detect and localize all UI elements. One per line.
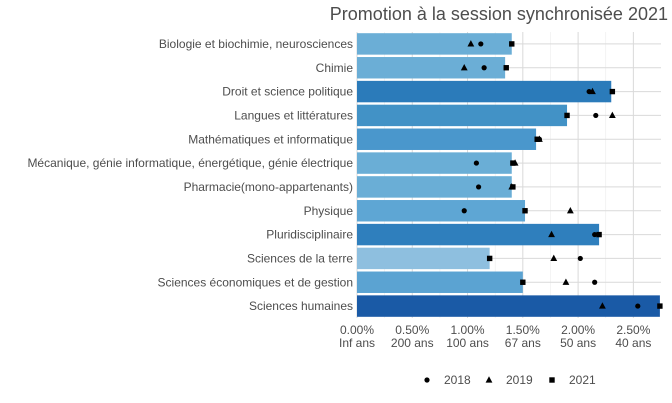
marker-2019 [589, 87, 596, 95]
category-label: Sciences économiques et de gestion [158, 275, 353, 289]
marker-2021 [510, 184, 516, 190]
marker-2021 [510, 160, 516, 166]
bar [357, 33, 512, 55]
legend-key-2021 [549, 377, 555, 383]
x-tick-label: 2.50% [616, 323, 650, 337]
category-label: Pluridisciplinaire [266, 228, 353, 242]
legend-key-2019 [485, 376, 493, 383]
marker-2021 [534, 136, 540, 142]
category-label: Sciences humaines [249, 299, 353, 313]
marker-2019 [548, 230, 555, 238]
category-label: Pharmacie(mono-appartenants) [184, 180, 353, 194]
x-tick-sublabel: Inf ans [339, 336, 375, 350]
x-tick-label: 0.00% [340, 323, 374, 337]
marker-2021 [486, 255, 493, 262]
legend-label: 2019 [506, 373, 533, 387]
bar-layer [357, 33, 660, 317]
category-label: Sciences de la terre [247, 251, 353, 265]
bar [357, 152, 512, 174]
marker-layer [460, 40, 663, 309]
category-label: Mathématiques et informatique [188, 132, 353, 146]
x-tick-label: 1.00% [451, 323, 485, 337]
bar [357, 223, 600, 246]
marker-2021 [520, 279, 526, 285]
marker-2019 [550, 254, 558, 262]
legend-key-2018 [424, 377, 430, 383]
category-label: Chimie [316, 61, 354, 75]
marker-2018 [473, 160, 479, 166]
marker-2019 [566, 206, 574, 214]
x-tick-sublabel: 50 ans [560, 336, 596, 350]
x-tick-label: 2.00% [561, 323, 595, 337]
marker-2021 [503, 65, 509, 71]
marker-2018 [476, 184, 482, 190]
marker-2018 [635, 303, 641, 309]
marker-2021 [596, 231, 602, 238]
bar [357, 200, 526, 222]
x-tick-sublabel: 67 ans [505, 336, 541, 350]
marker-2018 [577, 255, 583, 262]
marker-2019 [599, 302, 606, 309]
category-label: Mécanique, génie informatique, énergétiq… [27, 156, 353, 170]
category-labels: Biologie et biochimie, neurosciences Chim… [27, 37, 353, 313]
category-label: Physique [304, 204, 354, 218]
legend: 2018 2019 2021 [424, 373, 596, 387]
marker-2021 [564, 112, 570, 119]
marker-2019 [608, 111, 616, 119]
marker-2018 [461, 208, 467, 214]
category-label: Langues et littératures [234, 108, 353, 122]
marker-2021 [657, 303, 663, 309]
bar [357, 80, 612, 103]
x-tick-sublabel: 100 ans [446, 336, 489, 350]
marker-2019 [467, 40, 475, 47]
marker-2021 [609, 88, 616, 95]
legend-label: 2018 [444, 373, 471, 387]
marker-2018 [593, 112, 599, 119]
marker-2018 [592, 231, 598, 238]
marker-2021 [509, 41, 515, 47]
bar [357, 271, 523, 293]
category-label: Biologie et biochimie, neurosciences [159, 37, 353, 51]
category-label: Droit et science politique [222, 85, 353, 99]
marker-2018 [481, 65, 487, 71]
bar [357, 176, 512, 198]
bar [357, 247, 490, 270]
x-tick-sublabel: 40 ans [615, 336, 651, 350]
x-tick-labels: 0.00%Inf ans 0.50%200 ans 1.00%100 ans 1.50… [339, 323, 651, 350]
marker-2021 [522, 208, 528, 214]
bar [357, 295, 660, 317]
marker-2019 [460, 63, 468, 71]
marker-2018 [592, 279, 598, 285]
bar [357, 57, 506, 79]
x-tick-sublabel: 200 ans [391, 336, 434, 350]
bar [357, 128, 537, 150]
legend-label: 2021 [569, 373, 596, 387]
bar [357, 104, 568, 127]
chart-title: Promotion à la session synchronisée 2021 [330, 4, 668, 24]
marker-2018 [478, 41, 484, 47]
x-tick-label: 1.50% [506, 323, 540, 337]
marker-2019 [562, 278, 570, 285]
x-tick-label: 0.50% [395, 323, 429, 337]
